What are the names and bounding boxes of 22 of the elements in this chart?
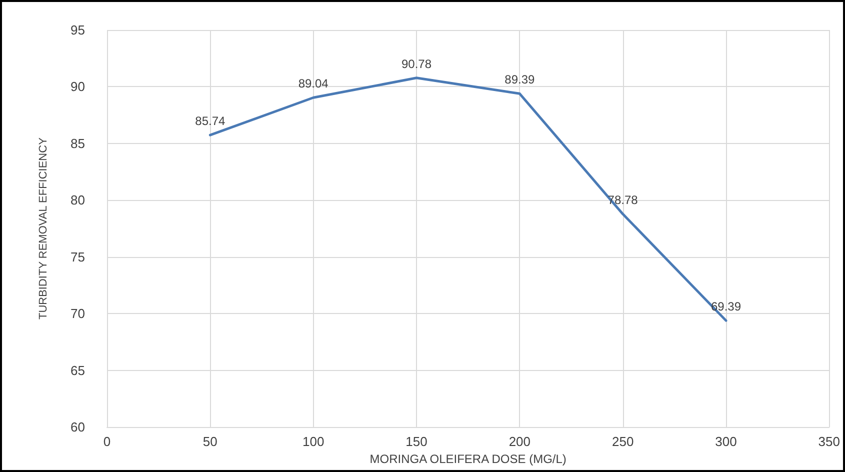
x-tick-label: 50 xyxy=(202,434,218,450)
x-tick-label: 350 xyxy=(818,434,840,450)
x-tick-label: 0 xyxy=(103,434,111,450)
x-tick-label: 150 xyxy=(406,434,428,450)
y-tick-label: 60 xyxy=(70,420,85,435)
y-tick-label: 95 xyxy=(70,22,85,38)
x-axis-title: MORINGA OLEIFERA DOSE (MG/L) xyxy=(370,452,566,466)
data-label: 89.04 xyxy=(298,76,329,91)
y-tick-label: 90 xyxy=(70,79,85,94)
y-tick-label: 70 xyxy=(70,306,85,322)
y-tick-label: 65 xyxy=(70,362,85,378)
data-label: 85.74 xyxy=(195,114,226,128)
data-label: 90.78 xyxy=(401,56,432,71)
y-tick-label: 85 xyxy=(70,136,85,151)
x-tick-label: 250 xyxy=(612,434,634,450)
x-tick-label: 100 xyxy=(302,434,324,450)
x-tick-label: 200 xyxy=(508,434,531,450)
x-tick-label: 300 xyxy=(715,434,737,450)
y-axis-title: TURBIDITY REMOVAL EFFICIENCY xyxy=(38,136,50,320)
data-label: 89.39 xyxy=(504,72,535,87)
y-tick-label: 80 xyxy=(70,192,85,208)
y-tick-label: 75 xyxy=(70,249,85,264)
